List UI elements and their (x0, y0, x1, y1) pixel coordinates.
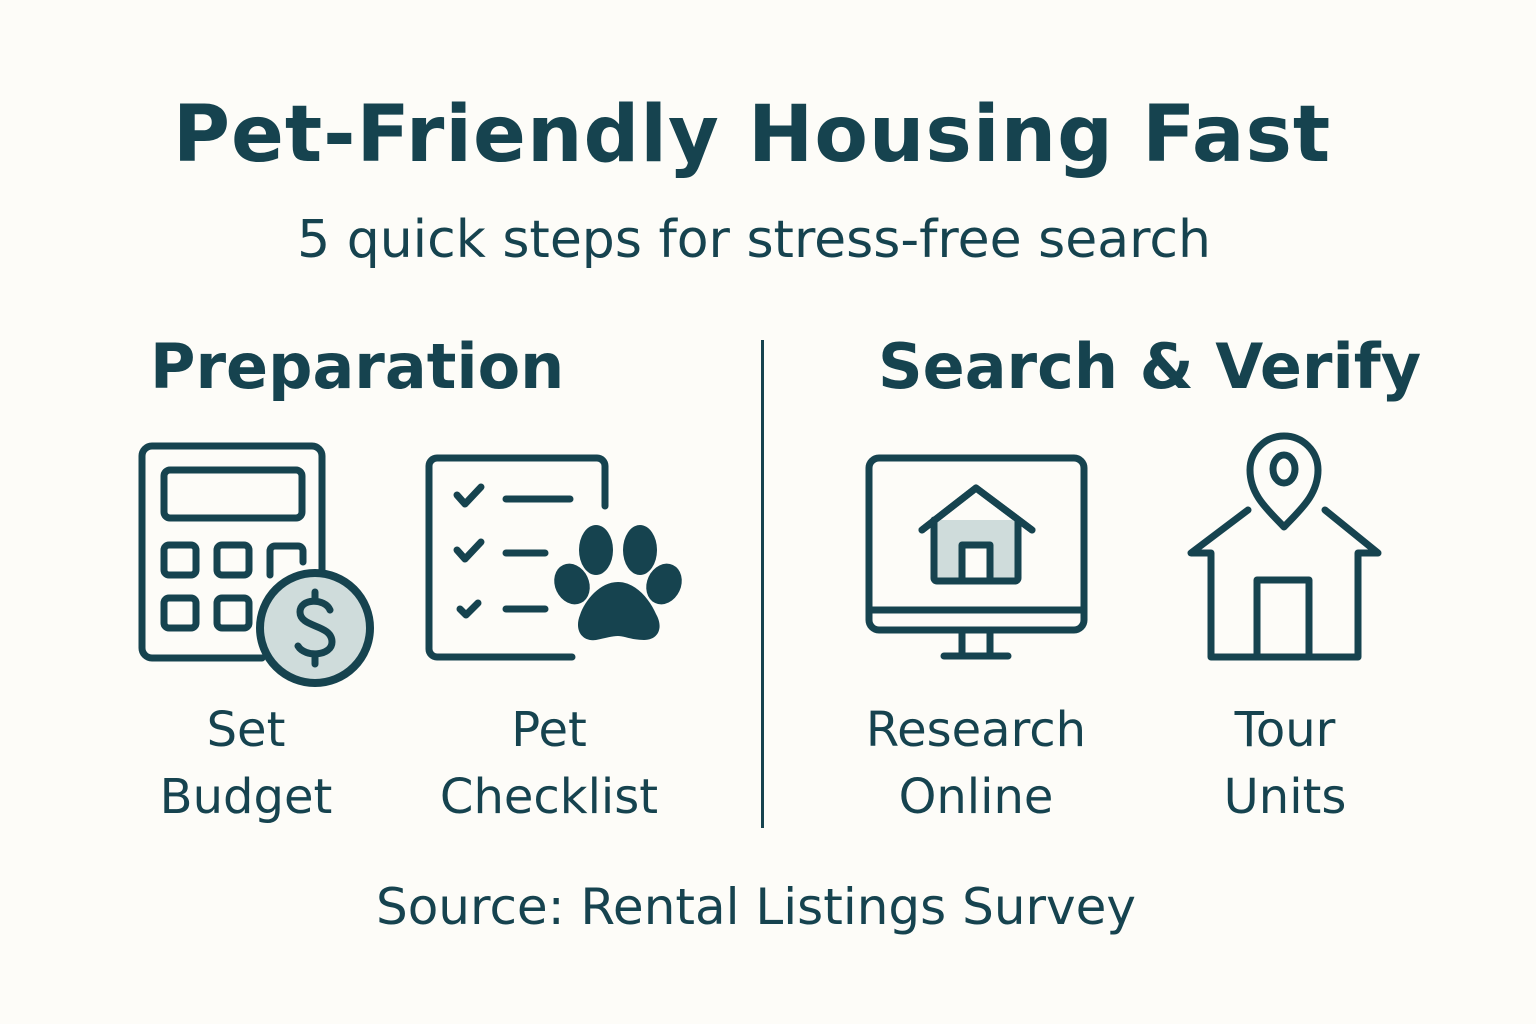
step-label-line1: Set (206, 702, 286, 758)
section-heading-preparation: Preparation (150, 330, 565, 403)
page-title: Pet-Friendly Housing Fast (172, 90, 1332, 180)
source-note: Source: Rental Listings Survey (375, 878, 1137, 936)
monitor-house-icon (865, 454, 1088, 660)
section-heading-search-verify: Search & Verify (878, 330, 1422, 403)
step-label-line2: Budget (159, 769, 333, 825)
step-label-line2: Checklist (439, 769, 659, 825)
step-pet-checklist: Pet Checklist (389, 697, 709, 831)
step-label-line1: Research (865, 702, 1087, 758)
checklist-paw-icon (425, 454, 682, 661)
subtitle: 5 quick steps for stress-free search (297, 210, 1211, 270)
step-research-online: Research Online (816, 697, 1136, 831)
calculator-dollar-icon (138, 442, 374, 687)
step-label-line1: Pet (511, 702, 587, 758)
step-tour-units: Tour Units (1125, 697, 1445, 831)
step-label-line1: Tour (1234, 702, 1336, 758)
step-label-line2: Units (1223, 769, 1347, 825)
step-set-budget: Set Budget (86, 697, 406, 831)
step-label-line2: Online (898, 769, 1054, 825)
section-divider (761, 340, 764, 828)
house-location-pin-icon (1187, 432, 1382, 661)
